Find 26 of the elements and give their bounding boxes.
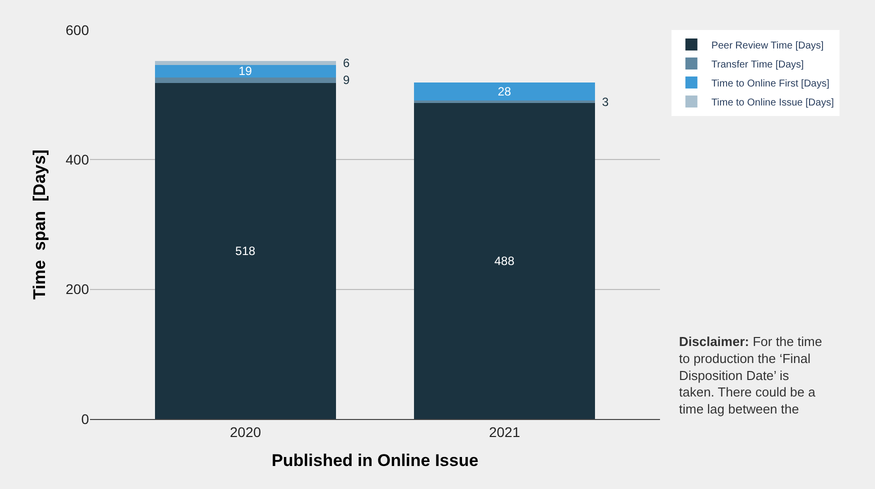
x-tick-label: 2020 [230, 424, 262, 440]
data-label: 6 [343, 56, 350, 70]
x-axis-title: Published in Online Issue [272, 451, 478, 470]
bar [154, 83, 336, 419]
y-tick-label: 0 [81, 410, 90, 427]
data-label: 28 [498, 84, 512, 99]
legend-label: Time to Online First [Days] [711, 78, 830, 90]
x-tick-label: 2021 [488, 424, 520, 440]
bar [154, 61, 336, 66]
data-label: 518 [235, 244, 256, 258]
bar [414, 82, 596, 101]
legend-label: Time to Online Issue [Days] [711, 97, 834, 108]
y-tick-label: 400 [66, 152, 90, 168]
bar [154, 77, 336, 84]
y-tick-label: 200 [66, 281, 90, 298]
text: Disclaimer: For the time to production the ‘Final Disposition Date’ is taken. There could be a time lag between the [679, 334, 822, 417]
y-axis-title: Time span [Days] [30, 150, 50, 300]
bar [414, 102, 596, 419]
legend-label: Transfer Time [Days] [711, 59, 804, 70]
y-tick-label: 600 [66, 22, 90, 38]
bar [154, 65, 336, 78]
data-label: 9 [343, 73, 350, 87]
data-label: 19 [238, 64, 252, 78]
legend-label: Peer Review Time [Days] [711, 40, 824, 52]
data-label: 488 [494, 254, 515, 268]
data-label: 3 [602, 95, 609, 109]
